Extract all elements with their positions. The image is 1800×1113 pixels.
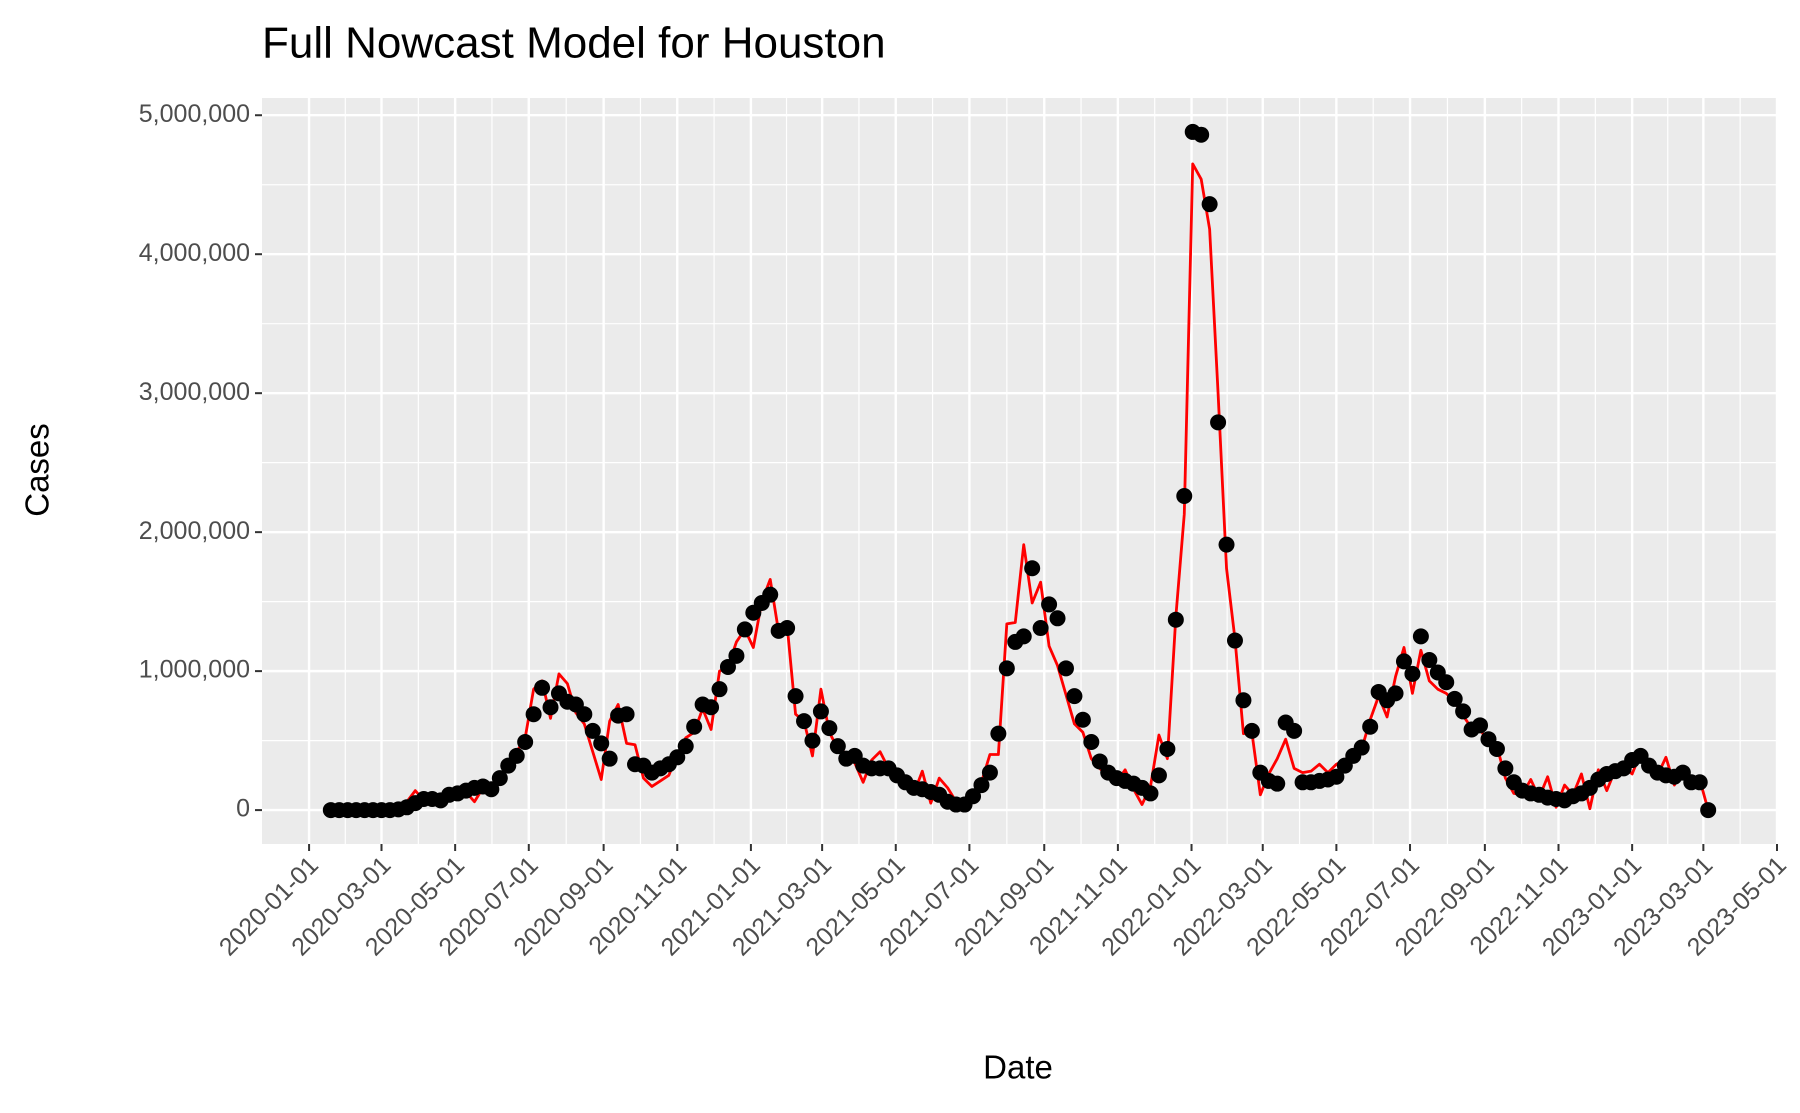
data-point [736,621,753,638]
data-point [1446,690,1463,707]
data-point [1218,536,1235,553]
data-point [1159,740,1176,757]
data-point [1438,674,1455,691]
data-point [981,764,998,781]
data-point [517,733,534,750]
data-point [1083,733,1100,750]
data-point [812,703,829,720]
data-point [1395,653,1412,670]
data-point [1066,688,1083,705]
data-point [1455,703,1472,720]
data-point [1412,628,1429,645]
data-point [762,586,779,603]
data-point [593,735,610,752]
data-point [973,777,990,794]
data-point [491,770,508,787]
data-point [1286,722,1303,739]
data-point [1328,768,1345,785]
data-point [1176,488,1193,505]
data-point [1497,760,1514,777]
data-point [584,722,601,739]
data-point [618,706,635,723]
data-point [1049,610,1066,627]
data-point [1472,717,1489,734]
y-tick-label: 4,000,000 [139,239,250,267]
y-tick-label: 2,000,000 [139,517,250,545]
data-point [719,658,736,675]
chart-title: Full Nowcast Model for Houston [262,19,886,68]
data-point [1074,711,1091,728]
y-tick-label: 0 [236,795,250,823]
data-point [711,681,728,698]
data-point [601,750,618,767]
data-point [1243,722,1260,739]
data-point [1057,660,1074,677]
data-point [821,720,838,737]
data-point [787,688,804,705]
data-point [483,781,500,798]
data-point [669,749,686,766]
plot-panel [262,98,1777,844]
data-point [998,660,1015,677]
y-tick-label: 1,000,000 [139,656,250,684]
data-point [1691,774,1708,791]
x-axis-title: Date [983,1049,1053,1086]
y-tick-label: 5,000,000 [139,100,250,128]
data-point [1041,596,1058,613]
data-point [1235,692,1252,709]
data-point [1404,665,1421,682]
data-point [990,725,1007,742]
data-point [1142,785,1159,802]
data-point [1167,611,1184,628]
data-point [1700,802,1717,819]
data-point [965,788,982,805]
data-point [576,706,593,723]
data-point [804,732,821,749]
data-point [728,647,745,664]
data-point [1387,685,1404,702]
data-point [534,679,551,696]
data-point [1210,414,1227,431]
data-point [1201,196,1218,213]
data-point [542,699,559,716]
data-point [1353,739,1370,756]
data-point [1032,620,1049,637]
y-axis-title: Cases [19,423,56,517]
data-point [525,706,542,723]
data-point [1091,753,1108,770]
data-point [1362,718,1379,735]
data-point [1193,126,1210,143]
data-point [1226,632,1243,649]
data-point [796,713,813,730]
data-point [1150,767,1167,784]
data-point [1488,740,1505,757]
data-point [779,620,796,637]
data-point [1421,652,1438,669]
data-point [508,747,525,764]
data-point [1015,628,1032,645]
data-point [1269,775,1286,792]
data-point [1024,560,1041,577]
data-point [686,718,703,735]
data-point [829,738,846,755]
y-tick-label: 3,000,000 [139,378,250,406]
data-point [703,699,720,716]
data-point [677,738,694,755]
